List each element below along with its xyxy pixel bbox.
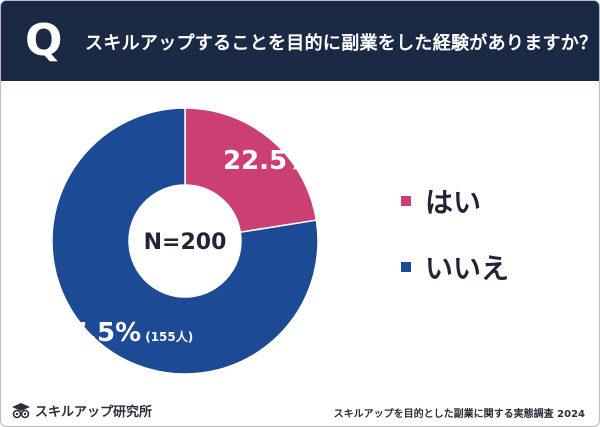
slice-percent-yes: 22.5% — [223, 146, 313, 176]
graduation-owl-icon — [12, 402, 30, 418]
question-text: スキルアップすることを目的に副業をした経験がありますか？ — [85, 33, 598, 54]
donut-slice-no — [51, 107, 319, 375]
slice-value-label-yes: 22.5% (45人) — [223, 146, 357, 176]
legend-swatch-no — [401, 262, 411, 272]
slice-value-label-no: 77.5% (155人) — [51, 318, 193, 348]
survey-source: スキルアップを目的とした副業に関する実態調査 2024 — [333, 409, 585, 420]
slice-percent-no: 77.5% — [51, 318, 141, 348]
legend-swatch-yes — [401, 196, 411, 206]
question-header: Q スキルアップすることを目的に副業をした経験がありますか？ — [1, 1, 599, 81]
q-mark-icon: Q — [25, 15, 63, 66]
legend-item-no: いいえ — [401, 247, 509, 287]
slice-count-yes: (45人) — [317, 157, 357, 172]
donut-slice-yes — [184, 107, 318, 234]
brand-logo: スキルアップ研究所 — [11, 401, 152, 420]
center-label: N=200 — [144, 230, 227, 255]
legend-label-yes: はい — [425, 186, 482, 219]
legend-item-yes: はい — [401, 181, 481, 221]
slice-count-no: (155人) — [145, 329, 193, 344]
legend-label-no: いいえ — [425, 252, 510, 285]
brand-name: スキルアップ研究所 — [35, 405, 153, 420]
